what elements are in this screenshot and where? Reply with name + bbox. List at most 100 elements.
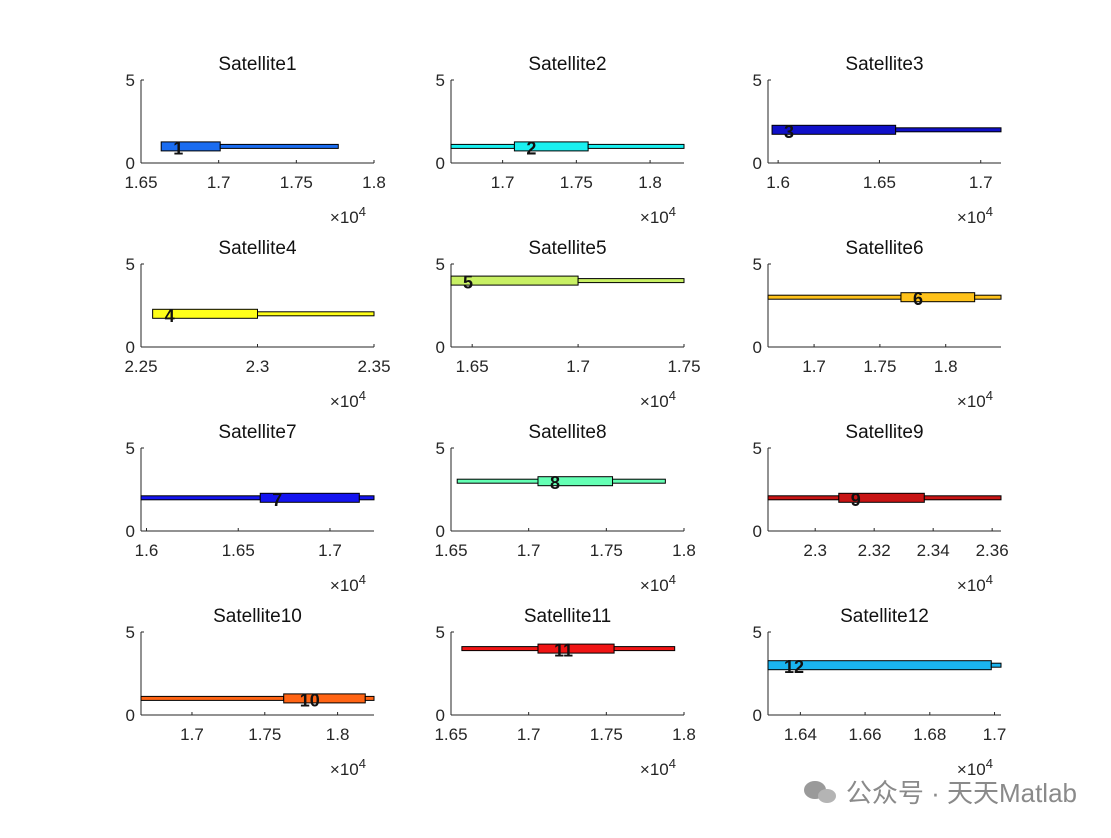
x-tick-label: 1.75 [280,173,313,192]
x-exponent-label: ×104 [330,572,366,595]
x-exponent-label: ×104 [957,204,993,227]
task-bar-thin [587,143,685,149]
y-tick-label: 5 [753,71,762,90]
x-exponent-label: ×104 [640,572,676,595]
task-bar-thin [461,646,539,652]
x-tick-label: 1.8 [934,357,958,376]
task-bar-thin [923,495,1002,501]
subplot-title: Satellite11 [524,606,611,627]
x-exponent-label: ×104 [640,204,676,227]
x-tick-label: 1.7 [517,541,541,560]
task-bar-thin [895,127,1002,133]
bar-label: 3 [784,122,794,142]
x-tick-label: 1.75 [560,173,593,192]
bar-label: 12 [784,657,804,677]
x-exponent-label: ×104 [640,388,676,411]
x-tick-label: 1.7 [318,541,342,560]
task-bar-thick [537,643,615,654]
x-tick-label: 2.35 [357,357,390,376]
x-exponent-label: ×104 [957,756,993,779]
x-tick-label: 1.75 [590,541,623,560]
x-tick-label: 1.64 [784,725,817,744]
watermark: 公众号 · 天天Matlab [803,773,1077,810]
bar-label: 1 [173,138,183,158]
y-tick-label: 5 [436,255,445,274]
bar-label: 11 [554,641,573,661]
y-tick-label: 0 [126,154,135,173]
x-exponent-label: ×104 [640,756,676,779]
y-tick-label: 5 [753,255,762,274]
bar-label: 2 [526,138,536,158]
x-tick-label: 1.7 [180,725,204,744]
y-tick-label: 0 [436,522,445,541]
x-tick-label: 1.7 [517,725,541,744]
x-tick-label: 1.8 [672,541,696,560]
y-tick-label: 5 [436,623,445,642]
bar-label: 10 [300,690,320,710]
task-bar-thin [358,495,375,501]
task-bar-thin [767,495,840,501]
x-tick-label: 1.65 [222,541,255,560]
x-tick-label: 1.8 [638,173,662,192]
subplot-title: Satellite6 [845,238,923,259]
x-tick-label: 2.32 [858,541,891,560]
subplot-title: Satellite10 [213,606,302,627]
wechat-icon [803,779,838,805]
x-tick-label: 1.65 [434,541,467,560]
task-bar-thin [450,143,515,149]
x-exponent-label: ×104 [330,756,366,779]
bar-label: 6 [913,289,923,309]
bar-label: 9 [851,490,861,510]
x-tick-label: 2.25 [124,357,157,376]
task-bar-thin [612,478,666,484]
watermark-text: 公众号 · 天天Matlab [845,778,1077,808]
task-bar-thin [140,695,285,701]
x-tick-label: 2.34 [917,541,950,560]
subplot-title: Satellite2 [528,54,606,75]
x-tick-label: 1.7 [566,357,590,376]
y-tick-label: 0 [753,338,762,357]
x-tick-label: 2.36 [976,541,1009,560]
y-tick-label: 0 [436,338,445,357]
x-tick-label: 2.3 [246,357,270,376]
x-tick-label: 1.6 [135,541,159,560]
bar-label: 8 [550,473,560,493]
bar-label: 4 [165,306,175,326]
x-tick-label: 1.6 [766,173,790,192]
y-tick-label: 5 [126,623,135,642]
subplot-title: Satellite1 [218,54,296,75]
x-tick-label: 1.65 [456,357,489,376]
x-tick-label: 1.68 [913,725,946,744]
y-tick-label: 5 [436,439,445,458]
subplot-title: Satellite8 [528,422,606,443]
subplot-title: Satellite9 [845,422,923,443]
x-tick-label: 1.8 [326,725,350,744]
x-tick-label: 1.75 [863,357,896,376]
task-bar-thin [257,311,375,317]
task-bar-thin [990,662,1002,668]
x-exponent-label: ×104 [330,204,366,227]
subplot-title: Satellite4 [218,238,297,259]
subplot-title: Satellite7 [218,422,296,443]
x-tick-label: 1.8 [672,725,696,744]
x-tick-label: 2.3 [803,541,827,560]
x-tick-label: 1.8 [362,173,386,192]
bar-label: 7 [272,490,282,510]
task-bar-thin [613,646,676,652]
bar-label: 5 [463,273,473,293]
task-bar-thin [219,143,339,149]
y-tick-label: 5 [436,71,445,90]
task-bar-thick [283,693,366,704]
task-bar-thin [577,278,685,284]
y-tick-label: 5 [126,71,135,90]
x-tick-label: 1.75 [248,725,281,744]
x-exponent-label: ×104 [330,388,366,411]
y-tick-label: 0 [753,154,762,173]
x-tick-label: 1.7 [491,173,515,192]
task-bar-thin [140,495,261,501]
x-exponent-label: ×104 [957,388,993,411]
y-tick-label: 0 [126,706,135,725]
y-tick-label: 0 [753,706,762,725]
y-tick-label: 0 [436,706,445,725]
